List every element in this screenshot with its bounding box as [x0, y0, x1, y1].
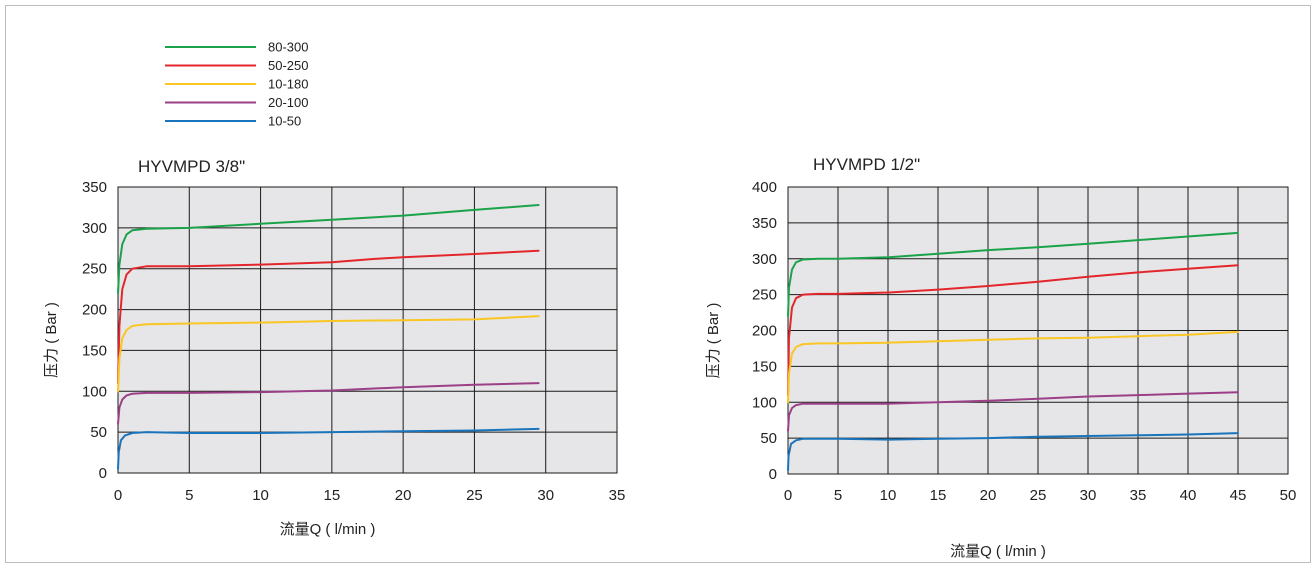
x-axis-label: 流量Q ( l/min ): [950, 543, 1046, 560]
y-tick-label: 100: [752, 394, 777, 411]
legend-label: 20-100: [268, 95, 308, 110]
y-tick-label: 0: [99, 465, 107, 482]
x-tick-label: 30: [1080, 487, 1097, 504]
legend-label: 50-250: [268, 58, 308, 73]
y-tick-label: 150: [752, 358, 777, 375]
y-axis-label: 压力 ( Bar ): [705, 303, 722, 379]
y-tick-label: 150: [82, 342, 107, 359]
x-tick-label: 20: [395, 487, 412, 504]
legend: 80-300 50-250 10-180 20-100 10-50: [165, 40, 308, 129]
y-tick-label: 100: [82, 383, 107, 400]
legend-label: 10-180: [268, 77, 308, 92]
y-tick-label: 250: [752, 287, 777, 304]
chart-left: 0 50 100 150 200 250 300 350 0 5 10 15 20 25 30 35 HYVMP…: [43, 157, 625, 538]
y-axis-label: 压力 ( Bar ): [43, 302, 60, 378]
y-tick-label: 250: [82, 261, 107, 278]
y-tick-label: 200: [752, 323, 777, 340]
legend-label: 80-300: [268, 40, 308, 55]
y-tick-label: 50: [90, 424, 107, 441]
x-tick-label: 30: [537, 487, 554, 504]
x-tick-label: 15: [324, 487, 341, 504]
y-tick-label: 350: [752, 215, 777, 232]
y-tick-label: 200: [82, 302, 107, 319]
y-tick-label: 300: [82, 220, 107, 237]
x-tick-label: 25: [1030, 487, 1047, 504]
chart-right: 0 50 100 150 200 250 300 350 400 0 5 10 15 20 25 30 35 40…: [705, 155, 1296, 560]
y-tick-label: 300: [752, 251, 777, 268]
x-tick-label: 0: [784, 487, 792, 504]
x-tick-label: 50: [1280, 487, 1297, 504]
x-tick-label: 35: [609, 487, 626, 504]
chart-title: HYVMPD 1/2": [813, 155, 920, 174]
x-tick-label: 35: [1130, 487, 1147, 504]
x-tick-label: 15: [930, 487, 947, 504]
plot-area: [118, 187, 617, 473]
x-tick-label: 5: [185, 487, 193, 504]
y-tick-label: 0: [769, 466, 777, 483]
x-tick-label: 45: [1230, 487, 1247, 504]
x-tick-label: 0: [114, 487, 122, 504]
x-tick-label: 20: [980, 487, 997, 504]
y-tick-label: 350: [82, 179, 107, 196]
x-tick-label: 10: [252, 487, 269, 504]
y-tick-label: 400: [752, 179, 777, 196]
x-tick-label: 25: [466, 487, 483, 504]
y-tick-label: 50: [760, 430, 777, 447]
x-tick-label: 5: [834, 487, 842, 504]
x-tick-label: 10: [880, 487, 897, 504]
x-axis-label: 流量Q ( l/min ): [280, 521, 376, 538]
x-tick-label: 40: [1180, 487, 1197, 504]
legend-label: 10-50: [268, 114, 301, 129]
chart-title: HYVMPD 3/8": [138, 157, 245, 176]
